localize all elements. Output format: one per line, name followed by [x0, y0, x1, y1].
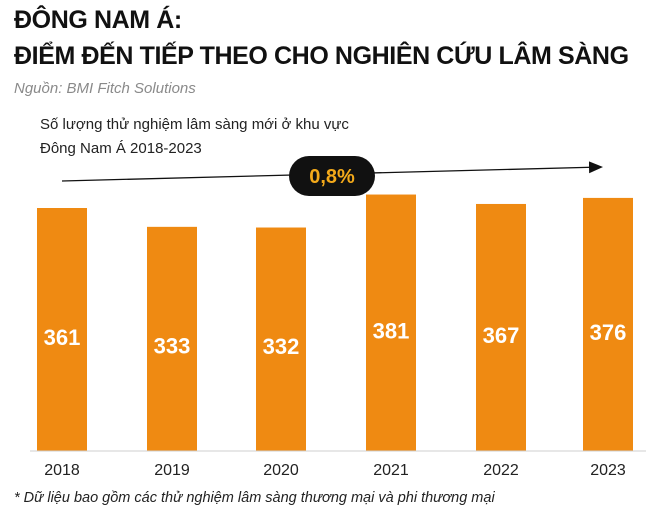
x-tick-2018: 2018	[44, 462, 80, 479]
growth-rate-label: 0,8%	[309, 166, 355, 188]
page-title-line1: ĐÔNG NAM Á:	[14, 6, 182, 34]
footnote: * Dữ liệu bao gồm các thử nghiệm lâm sàn…	[14, 490, 495, 506]
chart-title-line1: Số lượng thử nghiệm lâm sàng mới ở khu v…	[40, 116, 349, 133]
bar-2018	[37, 208, 87, 451]
bar-value-label-2021: 381	[373, 318, 410, 343]
x-tick-2023: 2023	[590, 462, 626, 479]
x-tick-2021: 2021	[373, 462, 409, 479]
page-title-line2: ĐIỂM ĐẾN TIẾP THEO CHO NGHIÊN CỨU LÂM SÀ…	[14, 42, 629, 70]
x-tick-2022: 2022	[483, 462, 519, 479]
bar-2021	[366, 194, 416, 451]
source-note: Nguồn: BMI Fitch Solutions	[14, 80, 196, 97]
bar-value-label-2023: 376	[590, 320, 627, 345]
x-tick-2020: 2020	[263, 462, 299, 479]
x-tick-2019: 2019	[154, 462, 190, 479]
bar-2019	[147, 226, 197, 451]
bar-2020	[256, 227, 306, 451]
bars-layer: 361 333 332 381 367 376	[37, 194, 633, 451]
growth-badge: 0,8%	[289, 156, 375, 196]
bar-value-label-2022: 367	[483, 323, 520, 348]
bar-value-label-2020: 332	[263, 334, 300, 359]
chart-title-line2: Đông Nam Á 2018-2023	[40, 140, 202, 157]
bar-2022	[476, 203, 526, 451]
bar-value-label-2018: 361	[44, 325, 81, 350]
x-axis-ticks: 2018 2019 2020 2021 2022 2023	[44, 462, 626, 479]
bar-2023	[583, 197, 633, 451]
bar-value-label-2019: 333	[154, 334, 191, 359]
growth-badge-pill	[289, 156, 375, 196]
